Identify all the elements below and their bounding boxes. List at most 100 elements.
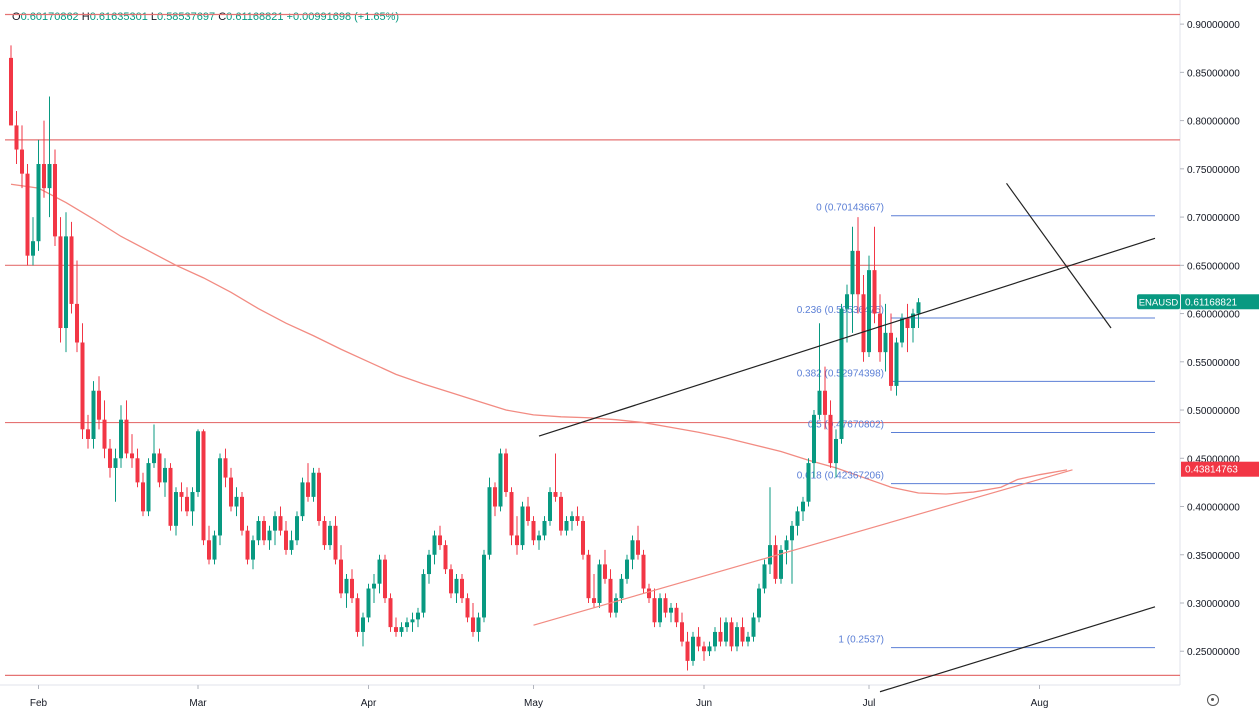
candle — [130, 434, 134, 468]
candle — [196, 429, 200, 497]
candle — [597, 559, 602, 608]
y-tick-label: 0.25000000 — [1187, 647, 1240, 658]
candle — [361, 612, 365, 647]
candle — [856, 217, 860, 314]
candle — [608, 569, 613, 618]
candle — [212, 530, 217, 565]
candle — [328, 520, 332, 550]
candle-body — [581, 520, 585, 555]
y-tick-label: 0.60000000 — [1187, 310, 1240, 321]
candle-body — [229, 477, 233, 507]
y-tick-label: 0.75000000 — [1187, 165, 1240, 176]
candle-body — [713, 631, 717, 647]
candle-body — [251, 540, 255, 560]
candle — [267, 525, 272, 550]
candle-body — [141, 482, 145, 512]
candle-body — [526, 506, 530, 521]
candle — [256, 516, 261, 546]
candle — [515, 516, 519, 555]
candle-body — [113, 458, 118, 468]
y-tick-label: 0.35000000 — [1187, 551, 1240, 562]
candle — [878, 294, 882, 362]
candle-body — [872, 270, 877, 314]
candle — [658, 593, 662, 628]
candle-body — [58, 236, 63, 329]
candle — [487, 477, 492, 560]
candle — [366, 583, 371, 623]
candle — [14, 110, 19, 165]
candle — [867, 255, 871, 357]
candle-body — [586, 554, 591, 599]
candle — [894, 337, 899, 396]
candle-body — [102, 419, 107, 449]
candle-body — [31, 241, 35, 256]
x-tick-label: Feb — [30, 698, 48, 709]
candle-body — [531, 520, 536, 541]
candle — [218, 453, 222, 546]
candle — [317, 467, 321, 526]
candle — [713, 627, 717, 652]
candle — [240, 492, 244, 536]
candle-body — [894, 342, 899, 386]
candle-body — [520, 506, 525, 546]
candle-body — [465, 598, 470, 618]
candle — [911, 308, 915, 343]
settings-icon[interactable] — [1207, 694, 1219, 706]
candle — [36, 139, 41, 251]
candle-body — [614, 598, 618, 613]
candle — [834, 429, 838, 478]
x-tick-label: Apr — [361, 698, 377, 709]
candle-body — [680, 622, 684, 642]
candle — [663, 593, 668, 618]
candle-body — [729, 622, 734, 647]
candle — [762, 559, 767, 594]
candle — [625, 554, 629, 584]
candle-body — [14, 125, 19, 150]
candle — [295, 511, 299, 546]
candle-body — [592, 598, 596, 603]
candle — [339, 545, 343, 599]
candle-body — [553, 492, 558, 497]
candle — [652, 588, 657, 628]
candle — [735, 622, 739, 652]
candle — [801, 496, 805, 521]
candle-body — [454, 578, 459, 594]
candle-body — [361, 617, 365, 632]
candle-body — [812, 414, 816, 464]
candle-body — [570, 516, 574, 521]
close-key: C — [218, 11, 227, 23]
candle-body — [80, 342, 85, 430]
candle-body — [509, 492, 514, 536]
candle — [135, 448, 140, 488]
x-tick-label: Aug — [1031, 698, 1049, 709]
candle — [80, 323, 85, 439]
candle-body — [69, 236, 74, 304]
y-tick-label: 0.45000000 — [1187, 454, 1240, 465]
y-tick-label: 0.85000000 — [1187, 68, 1240, 79]
candle-body — [317, 472, 321, 521]
candle-body — [267, 530, 272, 541]
candle — [141, 472, 145, 517]
trendline — [533, 469, 1073, 626]
candle — [872, 226, 877, 324]
candle-body — [498, 453, 503, 507]
candle — [493, 482, 497, 517]
ma-price-tag-label: 0.43814763 — [1185, 465, 1238, 476]
candle-body — [845, 294, 849, 309]
trendline — [1006, 182, 1112, 329]
candle — [498, 448, 503, 512]
fib-level-label: 0.5 (0.47670802) — [808, 420, 884, 431]
high-key: H — [81, 11, 90, 23]
candle — [306, 463, 310, 502]
candle-body — [757, 588, 761, 618]
candle-body — [377, 559, 382, 584]
candle — [113, 448, 118, 502]
candle — [537, 530, 541, 550]
candle-body — [190, 492, 195, 512]
y-tick-label: 0.50000000 — [1187, 406, 1240, 417]
candle-body — [240, 496, 244, 531]
candle-body — [476, 617, 481, 632]
candle-body — [152, 453, 156, 464]
candle — [795, 506, 800, 536]
